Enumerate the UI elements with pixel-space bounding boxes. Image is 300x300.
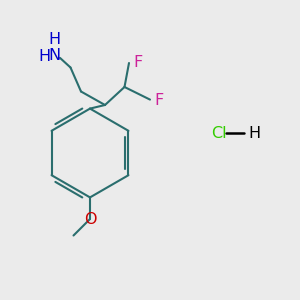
Text: O: O [84,212,96,226]
Text: H: H [48,32,60,46]
Text: N: N [48,48,60,63]
Text: F: F [154,93,164,108]
Text: F: F [134,55,143,70]
Text: Cl: Cl [211,126,227,141]
Text: H: H [248,126,260,141]
Text: H: H [38,49,50,64]
